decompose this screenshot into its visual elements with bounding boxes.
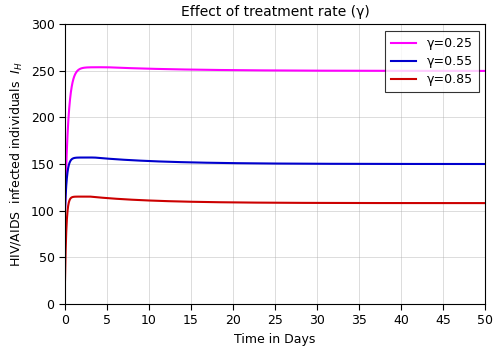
γ=0.25 xyxy=(104,65,110,69)
Y-axis label: HIV/AIDS  infected individuals  $I_H$: HIV/AIDS infected individuals $I_H$ xyxy=(9,61,25,267)
γ=0.25 xyxy=(266,68,272,73)
γ=0.25 xyxy=(482,69,488,73)
Legend: γ=0.25, γ=0.55, γ=0.85: γ=0.25, γ=0.55, γ=0.85 xyxy=(385,31,479,92)
γ=0.85 xyxy=(87,194,93,199)
γ=0.85 xyxy=(393,201,399,205)
γ=0.85 xyxy=(482,201,488,205)
γ=0.25 xyxy=(62,208,68,213)
Line: γ=0.55: γ=0.55 xyxy=(65,157,485,210)
γ=0.85 xyxy=(470,201,476,205)
γ=0.85 xyxy=(470,201,476,205)
γ=0.85 xyxy=(84,194,89,199)
γ=0.25 xyxy=(393,69,399,73)
γ=0.55 xyxy=(62,208,68,213)
γ=0.55 xyxy=(266,161,272,165)
γ=0.25 xyxy=(256,68,262,73)
γ=0.25 xyxy=(84,65,89,69)
Line: γ=0.85: γ=0.85 xyxy=(65,196,485,280)
γ=0.25 xyxy=(470,69,476,73)
X-axis label: Time in Days: Time in Days xyxy=(234,333,316,346)
γ=0.55 xyxy=(84,155,89,159)
γ=0.55 xyxy=(91,155,97,159)
γ=0.55 xyxy=(256,161,262,165)
γ=0.55 xyxy=(470,162,476,166)
γ=0.55 xyxy=(393,162,399,166)
γ=0.25 xyxy=(470,69,476,73)
Line: γ=0.25: γ=0.25 xyxy=(65,67,485,210)
γ=0.55 xyxy=(470,162,476,166)
γ=0.85 xyxy=(62,278,68,282)
γ=0.55 xyxy=(482,162,488,166)
Title: Effect of treatment rate (γ): Effect of treatment rate (γ) xyxy=(180,5,370,19)
γ=0.85 xyxy=(266,201,272,205)
γ=0.85 xyxy=(256,201,262,205)
